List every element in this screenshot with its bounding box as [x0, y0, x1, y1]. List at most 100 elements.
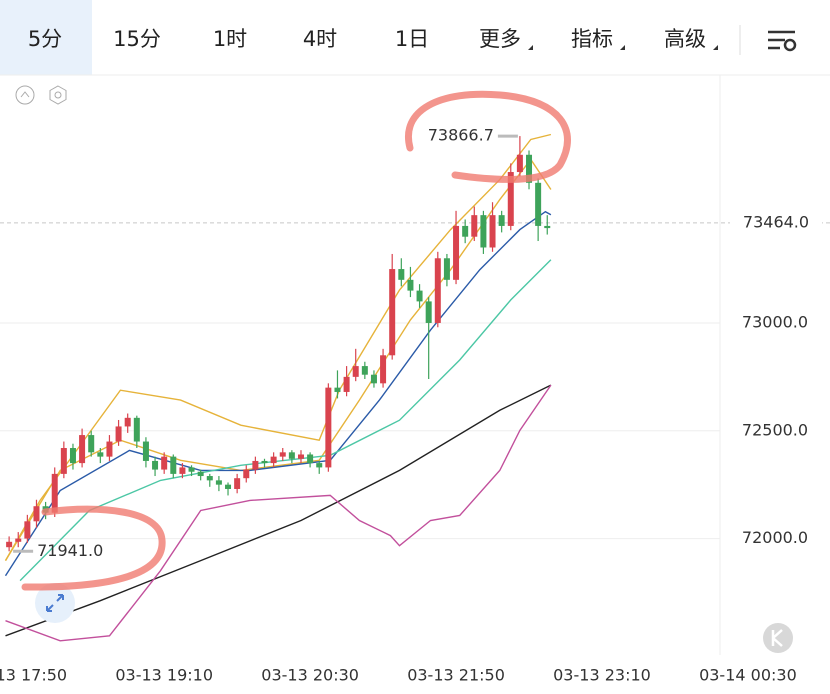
candle-body — [498, 215, 505, 226]
expand-arrows — [46, 594, 64, 612]
candle-body — [516, 154, 523, 173]
candle-body — [398, 269, 405, 280]
settings-hex-dot — [54, 91, 62, 99]
candle-body — [288, 452, 295, 459]
indicator-line — [5, 384, 552, 637]
candle-body — [225, 484, 232, 489]
candle-body — [152, 460, 159, 470]
candle-body — [480, 215, 487, 248]
last-price-label: 73464.0 — [743, 212, 809, 231]
candle-body — [443, 258, 450, 280]
active-tab-bg — [0, 0, 92, 75]
logo-mark — [771, 629, 783, 647]
tab[interactable]: 15分 — [113, 27, 161, 51]
candle-body — [69, 448, 76, 464]
tab[interactable]: 1日 — [395, 27, 429, 51]
candle-body — [434, 258, 441, 323]
candle-body — [88, 435, 95, 453]
candle-body — [15, 538, 22, 542]
indicator-line — [5, 384, 552, 642]
candle-body — [6, 541, 13, 548]
tab[interactable]: 更多 — [479, 27, 521, 51]
candle-body — [325, 387, 332, 468]
candle-body — [416, 290, 423, 302]
candle-body — [206, 476, 213, 481]
candle-body — [33, 506, 40, 522]
candle-body — [79, 435, 86, 464]
settings-icon[interactable] — [768, 30, 797, 52]
extreme-label: 73866.7 — [428, 126, 494, 145]
x-tick-label: 03-13 23:10 — [553, 666, 651, 685]
candle-body — [270, 456, 277, 464]
dropdown-caret — [713, 45, 718, 50]
candle-body — [407, 279, 414, 291]
candle-body — [370, 374, 377, 384]
candle-body — [215, 480, 222, 485]
y-tick-label: 72500.0 — [742, 420, 808, 439]
candle-body — [279, 452, 286, 457]
tab[interactable]: 5分 — [28, 27, 62, 51]
candle-body — [142, 441, 149, 461]
dropdown-caret — [528, 45, 533, 50]
candle-body — [526, 154, 533, 183]
settings-hex-icon[interactable] — [49, 85, 67, 105]
x-tick-label: 03-13 17:50 — [0, 666, 67, 685]
candle-body — [489, 215, 496, 248]
indicator-line — [4, 210, 552, 577]
candle-body — [170, 456, 177, 474]
candle-body — [352, 366, 359, 377]
candle-body — [133, 417, 140, 442]
x-tick-label: 03-13 21:50 — [407, 666, 505, 685]
y-tick-label: 73000.0 — [742, 312, 808, 331]
extreme-label: 71941.0 — [37, 541, 103, 560]
candle-body — [425, 301, 432, 323]
candle-body — [197, 471, 204, 477]
dropdown-caret — [620, 45, 625, 50]
candle-body — [106, 441, 113, 457]
hand-drawn-circle — [405, 90, 571, 183]
tab[interactable]: 高级 — [664, 27, 706, 51]
candle-body — [544, 225, 551, 229]
candle-body — [471, 215, 478, 237]
last-price-bg — [730, 209, 822, 236]
tab[interactable]: 指标 — [571, 27, 613, 51]
expand-button[interactable] — [35, 583, 75, 623]
hand-drawn-circle — [21, 505, 166, 591]
candle-body — [297, 454, 304, 459]
candle-body — [60, 448, 67, 474]
candle-body — [124, 417, 131, 427]
tab[interactable]: 1时 — [213, 27, 247, 51]
candle-body — [252, 460, 259, 470]
candle-body — [307, 454, 314, 464]
x-tick-label: 03-13 19:10 — [115, 666, 213, 685]
candle-body — [115, 426, 122, 442]
candle-body — [535, 182, 542, 226]
candle-body — [453, 225, 460, 280]
candle-body — [234, 478, 241, 489]
x-tick-label: 03-13 20:30 — [261, 666, 359, 685]
candle-body — [361, 366, 368, 375]
collapse-arrow — [20, 91, 30, 98]
y-tick-label: 72000.0 — [742, 528, 808, 547]
candle-body — [507, 172, 514, 226]
candle-body — [316, 463, 323, 468]
candle-body — [462, 225, 469, 237]
candle-body — [334, 387, 341, 392]
candle-body — [179, 467, 186, 474]
tab[interactable]: 4时 — [303, 27, 337, 51]
x-tick-label: 03-14 00:30 — [699, 666, 797, 685]
candle-body — [51, 473, 58, 513]
candle-body — [97, 452, 104, 457]
collapse-icon[interactable] — [15, 85, 35, 105]
candle-body — [24, 521, 31, 539]
candle-body — [261, 460, 268, 464]
candle-body — [389, 269, 396, 356]
candle-body — [380, 355, 387, 384]
candle-body — [343, 376, 350, 392]
logo-badge — [763, 623, 793, 653]
candle-body — [243, 469, 250, 479]
candle-body — [161, 456, 168, 470]
candle-body — [188, 467, 195, 472]
